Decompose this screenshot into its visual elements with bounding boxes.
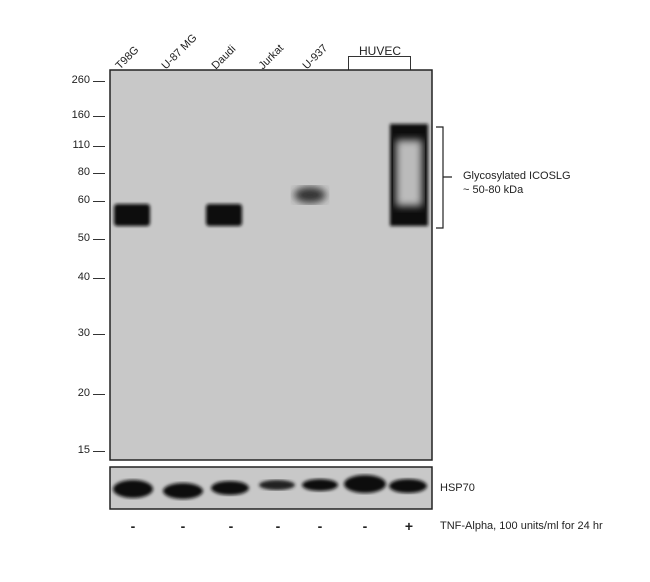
treatment-sign: - bbox=[180, 518, 186, 534]
band-u937 bbox=[294, 187, 326, 203]
treatment-sign: + bbox=[404, 518, 414, 534]
annotation-line2: ~ 50-80 kDa bbox=[463, 184, 524, 196]
mw-marker: 80 bbox=[77, 166, 90, 178]
group-bracket bbox=[348, 56, 411, 70]
treatment-sign: - bbox=[130, 518, 136, 534]
mw-marker: 110 bbox=[72, 139, 90, 151]
mw-marker: 40 bbox=[77, 271, 90, 283]
treatment-label: TNF-Alpha, 100 units/ml for 24 hr bbox=[440, 520, 603, 532]
treatment-sign: - bbox=[228, 518, 234, 534]
main-membrane bbox=[109, 69, 433, 461]
loading-control-label: HSP70 bbox=[440, 482, 475, 494]
treatment-sign: - bbox=[362, 518, 368, 534]
mw-marker: 160 bbox=[71, 109, 90, 121]
mw-marker: 30 bbox=[77, 327, 90, 339]
treatment-sign: - bbox=[275, 518, 281, 534]
group-label: HUVEC bbox=[359, 44, 402, 58]
mw-marker: 15 bbox=[77, 444, 90, 456]
treatment-sign: - bbox=[317, 518, 323, 534]
mw-marker: 60 bbox=[77, 194, 90, 206]
mw-marker: 50 bbox=[77, 232, 90, 244]
annotation-bracket bbox=[436, 126, 452, 229]
annotation-line1: Glycosylated ICOSLG bbox=[463, 170, 571, 182]
mw-marker: 260 bbox=[71, 74, 90, 86]
mw-marker: 20 bbox=[77, 387, 90, 399]
band-t98g bbox=[114, 204, 150, 226]
band-daudi bbox=[206, 204, 242, 226]
